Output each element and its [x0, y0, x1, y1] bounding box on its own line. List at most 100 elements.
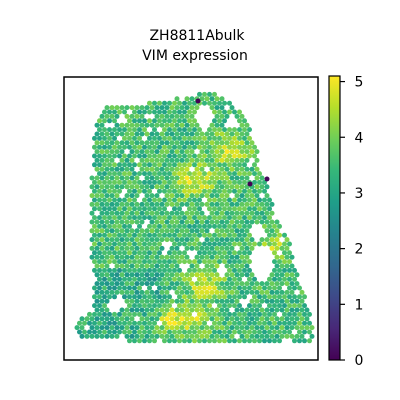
spot: [139, 228, 145, 234]
spot: [214, 201, 220, 207]
spot: [94, 219, 100, 225]
spot: [164, 272, 170, 278]
spot: [202, 100, 207, 106]
spot: [132, 338, 137, 344]
spot: [227, 197, 232, 203]
spot: [204, 149, 210, 155]
spot: [134, 113, 140, 119]
spot: [99, 316, 105, 322]
spot: [157, 153, 162, 159]
spot: [212, 311, 217, 317]
spot: [282, 259, 287, 265]
spot: [172, 259, 177, 265]
spot: [109, 140, 115, 146]
spot: [264, 307, 270, 313]
spot: [122, 241, 127, 247]
spot: [154, 325, 160, 331]
spot: [102, 153, 107, 159]
spot: [204, 157, 210, 163]
spot: [197, 144, 202, 150]
spot: [182, 320, 187, 326]
spot: [227, 338, 232, 344]
spot: [197, 276, 202, 282]
spot: [152, 294, 157, 300]
spot: [117, 232, 122, 238]
spot: [159, 272, 165, 278]
spot: [119, 157, 125, 163]
spot: [222, 223, 227, 229]
spot: [197, 285, 202, 291]
spot: [162, 144, 167, 150]
spot: [197, 127, 202, 133]
spot: [274, 263, 280, 269]
spot: [142, 303, 147, 309]
spot: [167, 267, 172, 273]
spot: [114, 122, 120, 128]
spot: [289, 272, 295, 278]
spot: [177, 338, 182, 344]
spot: [92, 179, 97, 185]
spot: [134, 289, 140, 295]
spot: [124, 298, 130, 304]
spot: [149, 245, 155, 251]
spot: [247, 206, 252, 212]
spot: [257, 285, 262, 291]
spot: [239, 272, 245, 278]
spot: [204, 96, 210, 102]
spot: [129, 166, 135, 172]
spot: [159, 289, 165, 295]
spot: [152, 144, 157, 150]
spot: [127, 329, 132, 335]
spot: [187, 153, 192, 159]
spot: [104, 228, 110, 234]
spot: [132, 241, 137, 247]
spot: [247, 303, 252, 309]
spot: [227, 294, 232, 300]
spot: [187, 338, 192, 344]
spot: [107, 109, 112, 115]
spot: [264, 201, 270, 207]
spot: [219, 333, 225, 339]
outlier-spot: [247, 181, 253, 187]
spot: [204, 307, 210, 313]
spot: [169, 333, 175, 339]
spot: [154, 157, 160, 163]
spot: [89, 201, 95, 207]
spot: [194, 237, 200, 243]
spot: [139, 307, 145, 313]
spot: [94, 316, 100, 322]
spot: [139, 184, 145, 190]
spot: [119, 245, 125, 251]
spot: [122, 259, 127, 265]
spot: [144, 122, 150, 128]
spot: [87, 311, 92, 317]
spot: [197, 223, 202, 229]
spot: [224, 263, 230, 269]
spot: [107, 127, 112, 133]
spot: [167, 320, 172, 326]
spot: [212, 285, 217, 291]
spot: [279, 316, 285, 322]
spot: [127, 232, 132, 238]
spot: [214, 228, 220, 234]
spot: [247, 215, 252, 221]
spot: [107, 206, 112, 212]
spot: [137, 259, 142, 265]
spot: [164, 184, 170, 190]
spot: [229, 281, 235, 287]
spot: [127, 259, 132, 265]
spot: [264, 237, 270, 243]
spot: [174, 289, 180, 295]
spot: [259, 333, 265, 339]
spot: [172, 215, 177, 221]
spot: [222, 285, 227, 291]
spot: [112, 267, 117, 273]
spot: [142, 259, 147, 265]
spot: [187, 171, 192, 177]
spot: [154, 184, 160, 190]
spot: [109, 245, 115, 251]
spot: [254, 316, 260, 322]
spot: [134, 122, 140, 128]
spot: [284, 254, 290, 260]
spot: [177, 267, 182, 273]
